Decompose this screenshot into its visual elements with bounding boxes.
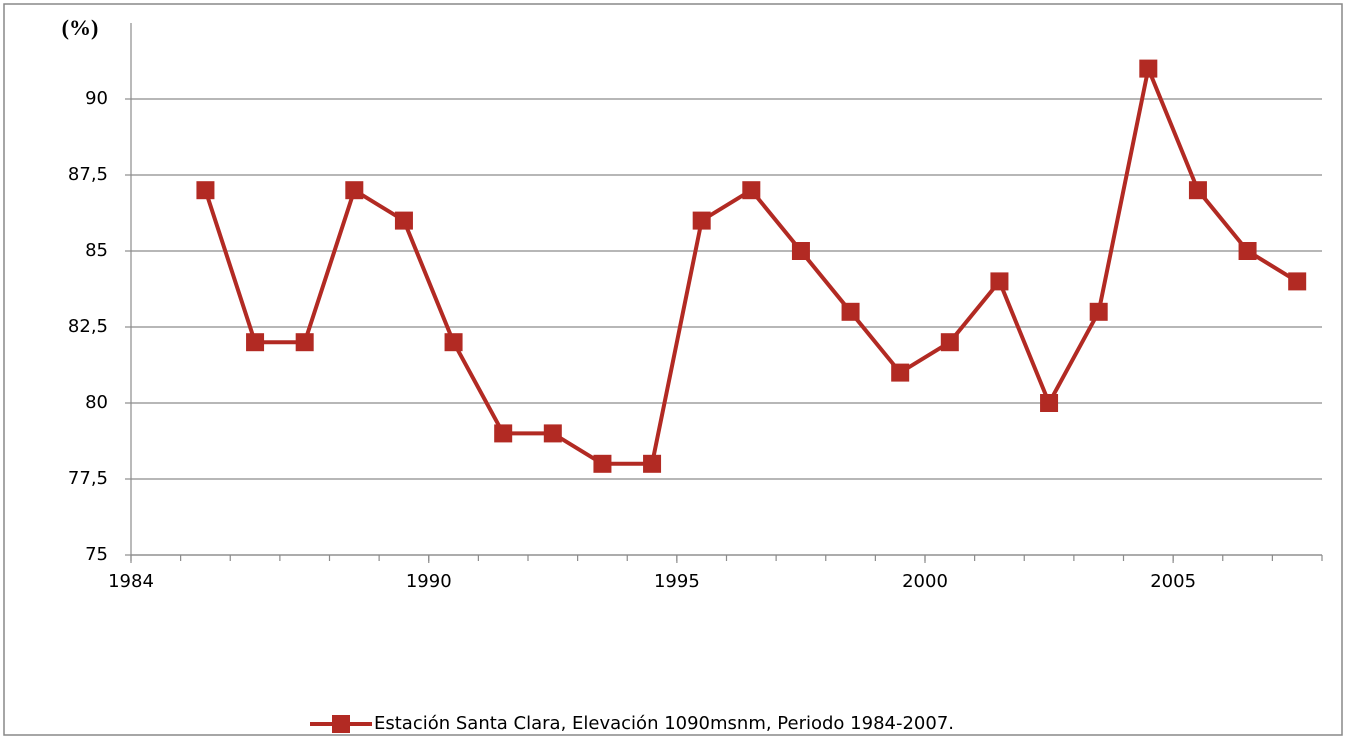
point-marker — [394, 211, 413, 230]
point-marker — [1089, 302, 1108, 321]
y-tick-label: 87,5 — [68, 164, 108, 185]
y-tick-label: 77,5 — [68, 468, 108, 489]
point-marker — [543, 424, 562, 443]
legend-marker — [332, 715, 350, 733]
y-axis-label: (%) — [62, 15, 99, 40]
y-tick-label: 90 — [85, 88, 108, 109]
point-marker — [891, 363, 910, 382]
x-tick-label: 2005 — [1150, 571, 1196, 592]
point-marker — [990, 272, 1009, 291]
point-marker — [494, 424, 513, 443]
y-tick-label: 75 — [85, 544, 108, 565]
x-tick-label: 1984 — [108, 571, 154, 592]
point-marker — [246, 333, 265, 352]
point-marker — [1188, 181, 1207, 200]
y-tick-label: 80 — [85, 392, 108, 413]
point-marker — [692, 211, 711, 230]
point-marker — [444, 333, 463, 352]
legend-label: Estación Santa Clara, Elevación 1090msnm… — [374, 713, 954, 734]
point-marker — [196, 181, 215, 200]
point-marker — [1238, 242, 1257, 260]
point-marker — [841, 302, 860, 321]
x-tick-label: 2000 — [902, 571, 948, 592]
point-marker — [643, 454, 662, 473]
point-marker — [1288, 272, 1307, 291]
point-marker — [593, 454, 612, 473]
point-marker — [345, 181, 364, 200]
point-marker — [1139, 59, 1158, 78]
x-tick-label: 1990 — [406, 571, 452, 592]
point-marker — [295, 333, 314, 352]
point-marker — [940, 333, 959, 352]
y-tick-label: 82,5 — [68, 316, 108, 337]
point-marker — [742, 181, 761, 200]
x-tick-label: 1995 — [654, 571, 700, 592]
y-tick-label: 85 — [85, 240, 108, 261]
point-marker — [1040, 394, 1059, 412]
point-marker — [791, 242, 810, 260]
